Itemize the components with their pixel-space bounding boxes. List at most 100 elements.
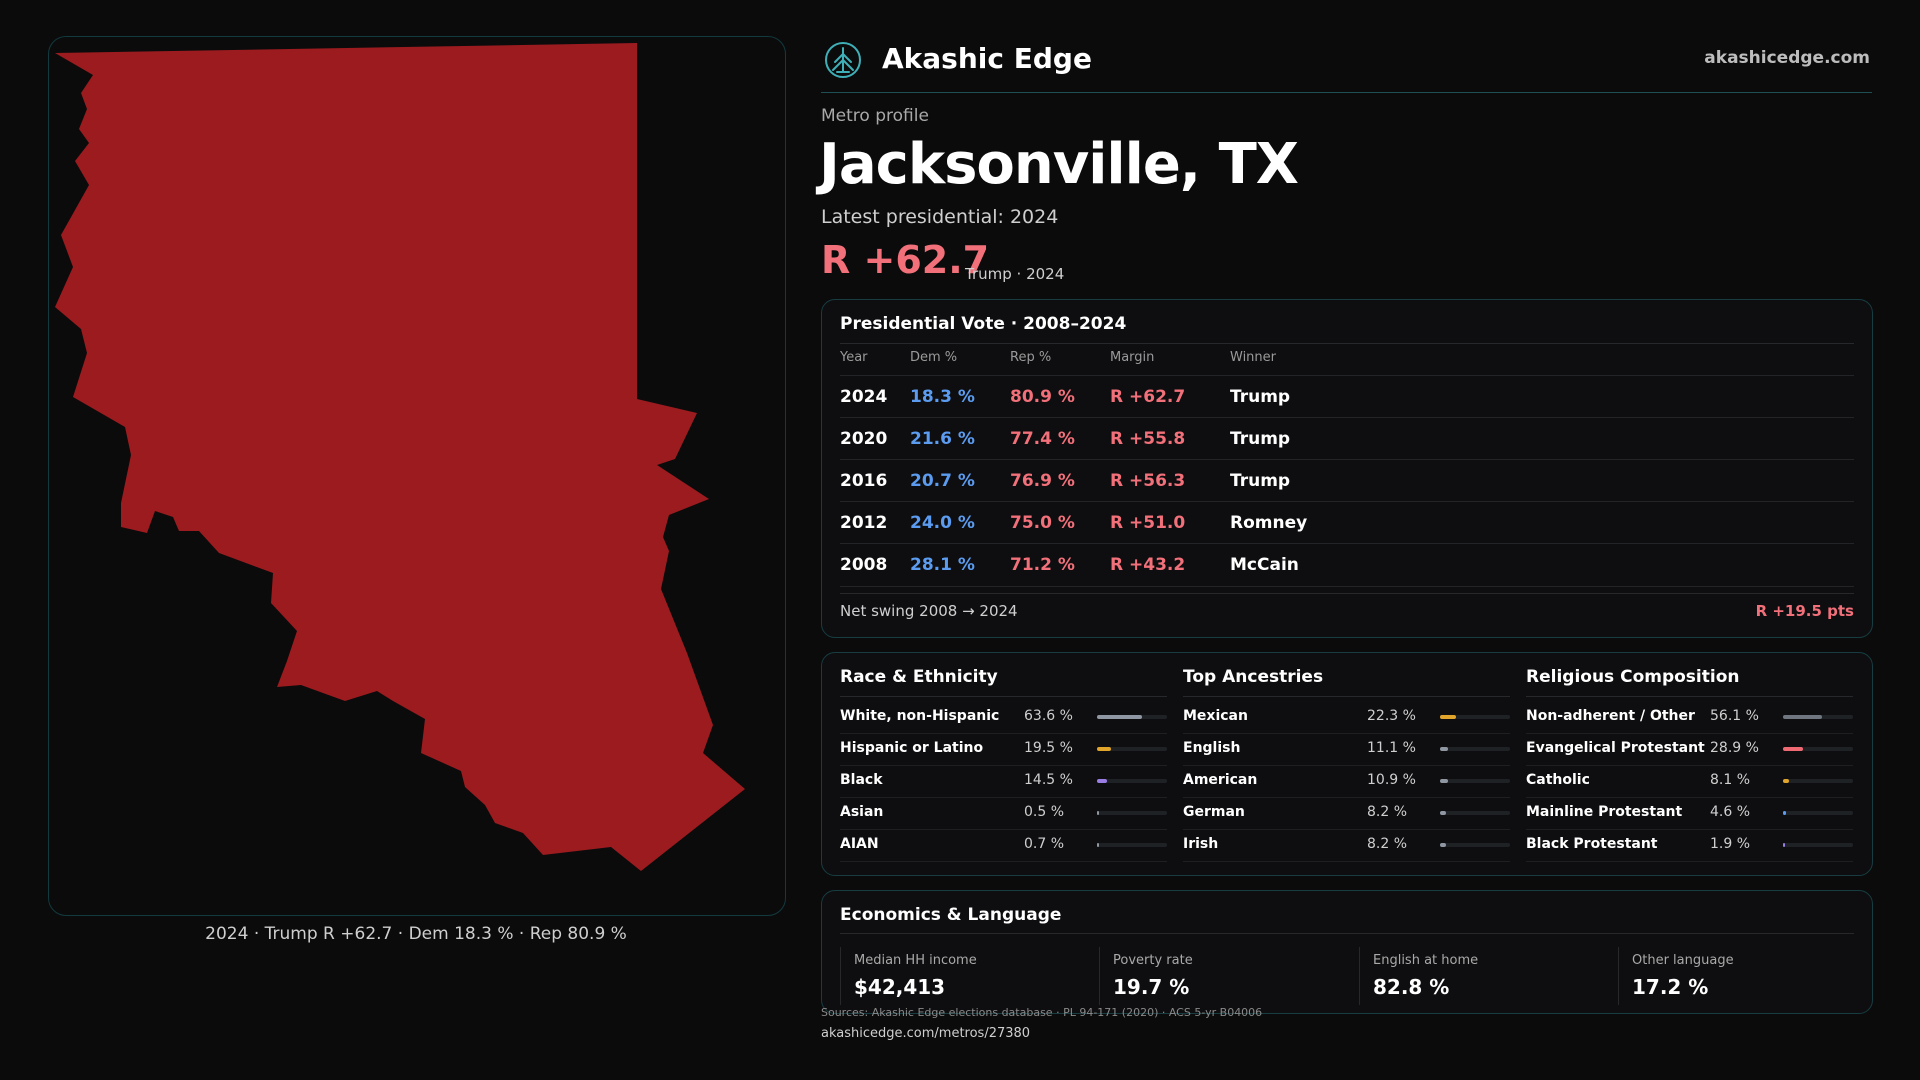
item-value: 19.5 % bbox=[1024, 740, 1073, 756]
divider bbox=[840, 933, 1854, 934]
list-item: AIAN 0.7 % bbox=[840, 829, 1167, 862]
item-value: 8.2 % bbox=[1367, 804, 1408, 820]
cell-rep: 77.4 % bbox=[1010, 429, 1075, 449]
share-bar bbox=[1440, 843, 1510, 847]
stat-label: Median HH income bbox=[854, 953, 977, 968]
item-label: Evangelical Protestant bbox=[1526, 740, 1705, 756]
divider bbox=[840, 343, 1854, 344]
table-row: 2020 21.6 % 77.4 % R +55.8 Trump bbox=[840, 417, 1854, 460]
list-item: Hispanic or Latino 19.5 % bbox=[840, 733, 1167, 766]
table-row: 2008 28.1 % 71.2 % R +43.2 McCain bbox=[840, 543, 1854, 587]
header: Akashic Edge akashicedge.com bbox=[821, 36, 1872, 93]
share-bar-fill bbox=[1440, 811, 1446, 815]
demographics-card: Race & Ethnicity White, non-Hispanic 63.… bbox=[821, 652, 1873, 876]
divider bbox=[1359, 947, 1360, 1005]
item-label: American bbox=[1183, 772, 1258, 788]
cell-rep: 71.2 % bbox=[1010, 555, 1075, 575]
page-title: Jacksonville, TX bbox=[819, 132, 1299, 197]
stat-label: Poverty rate bbox=[1113, 953, 1193, 968]
item-value: 1.9 % bbox=[1710, 836, 1751, 852]
share-bar-fill bbox=[1440, 779, 1448, 783]
cell-winner: McCain bbox=[1230, 555, 1299, 575]
sources-note: Sources: Akashic Edge elections database… bbox=[821, 1006, 1263, 1019]
stat-poverty-rate: Poverty rate 19.7 % bbox=[1099, 947, 1339, 1013]
cell-dem: 28.1 % bbox=[910, 555, 975, 575]
page-eyebrow: Metro profile bbox=[821, 106, 929, 126]
stat-value: 82.8 % bbox=[1373, 975, 1450, 999]
share-bar-fill bbox=[1097, 715, 1142, 719]
stat-value: 17.2 % bbox=[1632, 975, 1709, 999]
latest-election-label: Latest presidential: 2024 bbox=[821, 206, 1059, 228]
cell-year: 2020 bbox=[840, 429, 888, 449]
share-bar-fill bbox=[1783, 811, 1787, 815]
table-row: 2012 24.0 % 75.0 % R +51.0 Romney bbox=[840, 501, 1854, 544]
cell-margin: R +55.8 bbox=[1110, 429, 1186, 449]
item-label: Irish bbox=[1183, 836, 1219, 852]
share-bar bbox=[1097, 715, 1167, 719]
share-bar bbox=[1440, 715, 1510, 719]
cell-margin: R +43.2 bbox=[1110, 555, 1186, 575]
item-value: 11.1 % bbox=[1367, 740, 1416, 756]
item-label: Catholic bbox=[1526, 772, 1590, 788]
share-bar-fill bbox=[1440, 715, 1456, 719]
share-bar bbox=[1097, 811, 1167, 815]
presidential-vote-card: Presidential Vote · 2008–2024 Year Dem %… bbox=[821, 299, 1873, 638]
share-bar bbox=[1097, 843, 1167, 847]
site-link[interactable]: akashicedge.com bbox=[1704, 48, 1870, 68]
share-bar-fill bbox=[1783, 747, 1804, 751]
item-label: German bbox=[1183, 804, 1245, 820]
share-bar-fill bbox=[1783, 779, 1789, 783]
stat-other-language: Other language 17.2 % bbox=[1618, 947, 1858, 1013]
share-bar-fill bbox=[1097, 811, 1100, 815]
item-label: English bbox=[1183, 740, 1241, 756]
list-item: German 8.2 % bbox=[1183, 797, 1510, 830]
divider bbox=[1183, 696, 1510, 697]
item-value: 8.1 % bbox=[1710, 772, 1751, 788]
share-bar bbox=[1783, 843, 1853, 847]
list-item: Catholic 8.1 % bbox=[1526, 765, 1853, 798]
divider bbox=[840, 947, 841, 1005]
net-swing-value: R +19.5 pts bbox=[1755, 602, 1854, 620]
item-value: 56.1 % bbox=[1710, 708, 1759, 724]
list-item: Mainline Protestant 4.6 % bbox=[1526, 797, 1853, 830]
share-bar bbox=[1783, 747, 1853, 751]
item-label: Non-adherent / Other bbox=[1526, 708, 1695, 724]
col-header-rep: Rep % bbox=[1010, 350, 1052, 365]
share-bar-fill bbox=[1097, 747, 1111, 751]
page-url-link[interactable]: akashicedge.com/metros/27380 bbox=[821, 1026, 1031, 1041]
tree-globe-logo-icon[interactable] bbox=[823, 40, 863, 80]
religion-column: Religious Composition Non-adherent / Oth… bbox=[1526, 653, 1853, 875]
list-item: Mexican 22.3 % bbox=[1183, 701, 1510, 734]
list-item: English 11.1 % bbox=[1183, 733, 1510, 766]
card-title: Presidential Vote · 2008–2024 bbox=[840, 314, 1127, 334]
economics-card: Economics & Language Median HH income $4… bbox=[821, 890, 1873, 1014]
cell-year: 2016 bbox=[840, 471, 888, 491]
cell-rep: 76.9 % bbox=[1010, 471, 1075, 491]
item-label: Asian bbox=[840, 804, 884, 820]
item-value: 28.9 % bbox=[1710, 740, 1759, 756]
map-caption: 2024 · Trump R +62.7 · Dem 18.3 % · Rep … bbox=[205, 924, 627, 944]
cell-winner: Trump bbox=[1230, 429, 1291, 449]
col-header-year: Year bbox=[840, 350, 868, 365]
stat-median-income: Median HH income $42,413 bbox=[840, 947, 1080, 1013]
stat-label: English at home bbox=[1373, 953, 1479, 968]
cell-dem: 18.3 % bbox=[910, 387, 975, 407]
share-bar bbox=[1440, 747, 1510, 751]
list-item: Irish 8.2 % bbox=[1183, 829, 1510, 862]
divider bbox=[840, 593, 1854, 594]
cell-rep: 80.9 % bbox=[1010, 387, 1075, 407]
ancestries-column: Top Ancestries Mexican 22.3 % English 11… bbox=[1183, 653, 1510, 875]
item-value: 0.5 % bbox=[1024, 804, 1065, 820]
divider bbox=[840, 696, 1167, 697]
item-label: White, non-Hispanic bbox=[840, 708, 1000, 724]
share-bar bbox=[1783, 715, 1853, 719]
cell-winner: Romney bbox=[1230, 513, 1308, 533]
divider bbox=[1526, 696, 1853, 697]
share-bar bbox=[1097, 747, 1167, 751]
list-item: White, non-Hispanic 63.6 % bbox=[840, 701, 1167, 734]
list-item: American 10.9 % bbox=[1183, 765, 1510, 798]
brand-name[interactable]: Akashic Edge bbox=[882, 42, 1092, 75]
item-value: 0.7 % bbox=[1024, 836, 1065, 852]
share-bar-fill bbox=[1440, 747, 1448, 751]
divider bbox=[1618, 947, 1619, 1005]
